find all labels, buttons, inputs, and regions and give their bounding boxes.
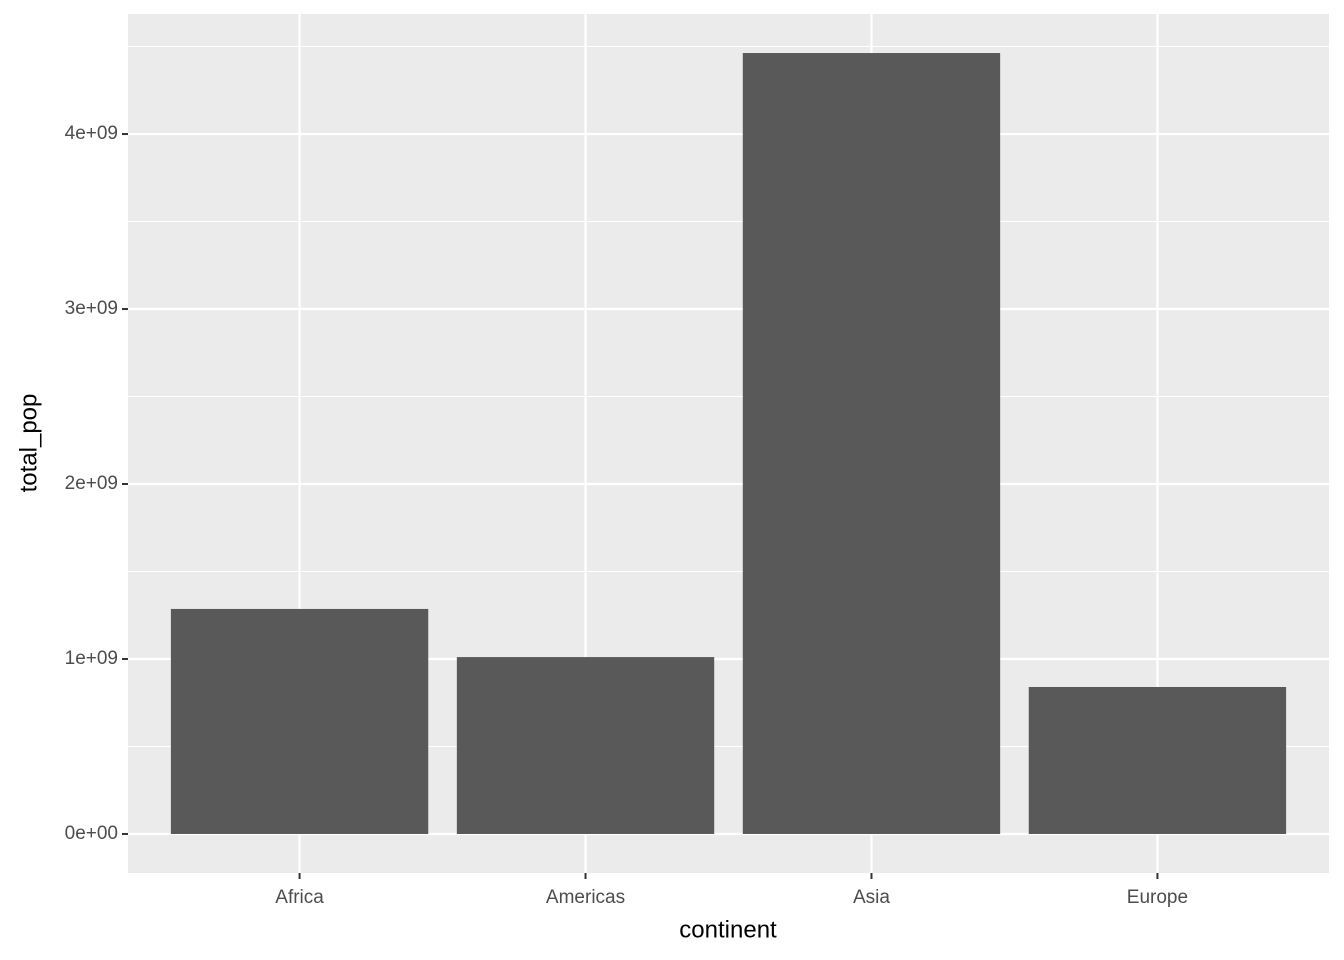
x-tick-label: Africa (275, 887, 324, 908)
y-axis-title: total_pop (15, 394, 42, 493)
bar (170, 608, 429, 834)
x-axis-title: continent (679, 916, 777, 943)
y-tick-label: 1e+09 (65, 648, 118, 669)
bar (1028, 686, 1287, 834)
y-tick-label: 3e+09 (65, 298, 118, 319)
x-tick-label: Americas (546, 887, 625, 908)
y-tick-label: 4e+09 (65, 123, 118, 144)
x-tick-label: Europe (1127, 887, 1188, 908)
x-tick-label: Asia (853, 887, 890, 908)
bar (742, 53, 1001, 834)
y-tick-label: 0e+00 (65, 823, 118, 844)
y-tick-label: 2e+09 (65, 473, 118, 494)
bar (456, 657, 715, 834)
